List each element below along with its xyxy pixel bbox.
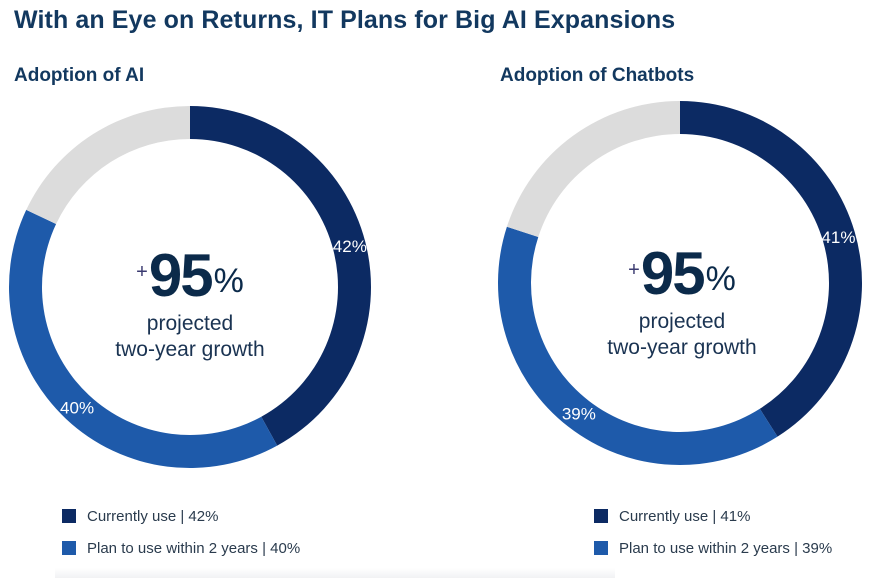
center-line1: projected [638, 310, 726, 333]
chart-title-chatbots: Adoption of Chatbots [500, 65, 695, 86]
legend-ai: Currently use | 42% Plan to use within 2… [62, 507, 300, 571]
legend-item-current: Currently use | 41% [594, 507, 832, 525]
chart-title-ai: Adoption of AI [14, 65, 145, 86]
donut-slice-plan [8, 209, 278, 469]
legend-item-plan: Plan to use within 2 years | 40% [62, 539, 300, 557]
center-plus: + [628, 259, 640, 281]
bottom-shadow [55, 568, 615, 578]
center-percent: % [213, 262, 244, 300]
legend-item-plan: Plan to use within 2 years | 39% [594, 539, 832, 557]
donut-slice-current [680, 101, 863, 437]
legend-chatbots: Currently use | 41% Plan to use within 2… [594, 507, 832, 571]
center-percent: % [705, 260, 736, 298]
legend-swatch [62, 509, 76, 523]
legend-label: Plan to use within 2 years | 40% [87, 539, 301, 557]
legend-swatch [594, 541, 608, 555]
donut-slice-remaining [26, 106, 190, 224]
slice-label-plan: 40% [60, 398, 94, 417]
center-stat-ai: +95% projected two-year growth [90, 242, 290, 363]
slice-label-current: 41% [821, 228, 855, 247]
center-stat-chatbots: +95% projected two-year growth [582, 240, 782, 361]
page-title: With an Eye on Returns, IT Plans for Big… [14, 6, 676, 34]
legend-label: Plan to use within 2 years | 39% [619, 539, 833, 557]
slice-label-plan: 39% [562, 404, 596, 423]
legend-swatch [62, 541, 76, 555]
center-number: 95 [640, 240, 706, 307]
center-plus: + [136, 261, 148, 283]
donut-slice-plan [498, 226, 778, 465]
center-number: 95 [148, 242, 214, 309]
legend-label: Currently use | 41% [619, 507, 751, 525]
legend-swatch [594, 509, 608, 523]
slice-label-current: 42% [333, 237, 367, 256]
legend-label: Currently use | 42% [87, 507, 219, 525]
donut-slice-remaining [506, 101, 680, 237]
donut-slice-current [190, 106, 372, 446]
center-line2: two-year growth [607, 336, 757, 359]
center-line2: two-year growth [115, 338, 265, 361]
legend-item-current: Currently use | 42% [62, 507, 300, 525]
center-line1: projected [146, 312, 234, 335]
